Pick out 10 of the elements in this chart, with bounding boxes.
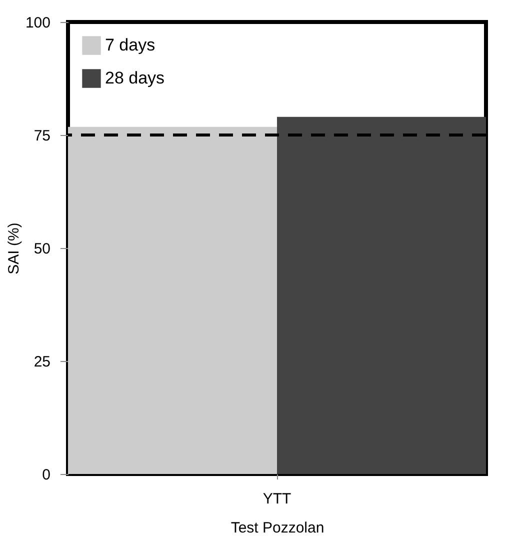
y-tick-label: 100 xyxy=(25,14,50,32)
x-axis-title: Test Pozzolan xyxy=(230,520,324,536)
legend-label: 7 days xyxy=(105,36,156,54)
x-tick-label: YTT xyxy=(262,490,292,508)
y-tick-label: 25 xyxy=(34,354,50,370)
legend-label: 28 days xyxy=(105,68,165,88)
y-tick-label: 75 xyxy=(34,128,50,144)
y-tick-label: 0 xyxy=(42,466,50,484)
y-tick-label: 50 xyxy=(34,240,50,258)
y-axis-title: SAI (%) xyxy=(5,222,22,274)
